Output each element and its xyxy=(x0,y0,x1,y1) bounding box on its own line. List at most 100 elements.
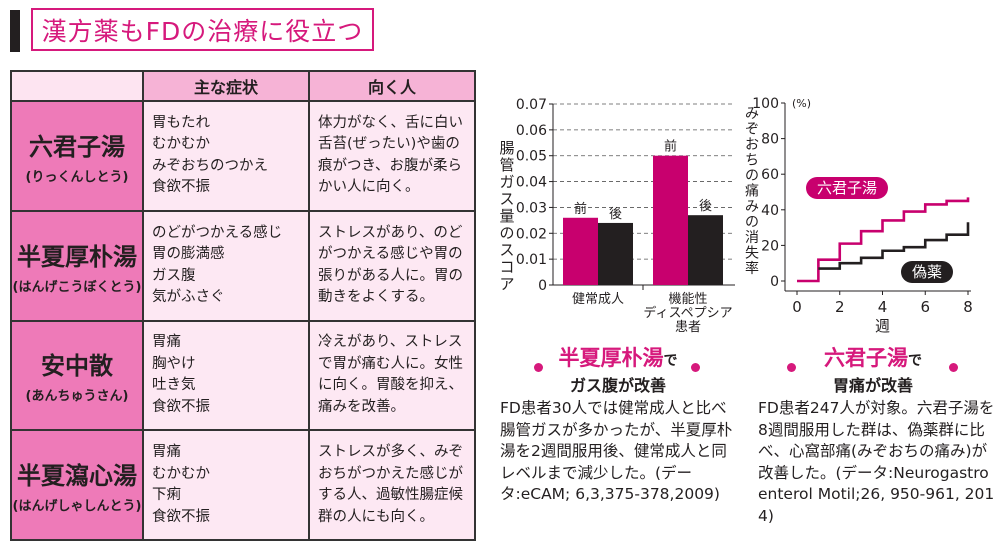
x-tick-label: 4 xyxy=(878,298,888,316)
y-axis-label-char: 率 xyxy=(745,260,759,277)
table-row: 半夏厚朴湯 (はんげこうぼくとう) のどがつかえる感じ 胃の膨満感 ガス腹 気がふ… xyxy=(10,209,476,322)
suited-cell: 冷えがあり、ストレスで胃が痛む人に。女性に向く。胃酸を抑え、痛みを改善。 xyxy=(308,319,476,432)
table-header-row: 主な症状 向く人 xyxy=(10,70,476,102)
y-unit-label: (%) xyxy=(792,97,811,110)
chart1-description: FD患者30人では健常成人と比べ腸管ガスが多かったが、半夏厚朴湯を2週間服用後、… xyxy=(500,399,733,503)
y-axis-label-char: 腸 xyxy=(499,139,514,157)
y-axis-label-char: ア xyxy=(499,275,514,293)
table-row: 安中散 (あんちゅうさん) 胃痛 胸やけ 吐き気 食欲不振 冷えがあり、ストレスで… xyxy=(10,319,476,432)
chart2-heading: 六君子湯で 胃痛が改善 xyxy=(798,342,948,396)
y-axis-label-char: の xyxy=(499,224,514,242)
y-tick-label: 0.04 xyxy=(516,175,547,191)
bar-前 xyxy=(653,155,688,285)
y-tick-label: 20 xyxy=(761,238,779,254)
y-tick-label: 0.02 xyxy=(516,226,547,242)
y-axis-label-char: お xyxy=(745,137,759,153)
y-tick-label: 80 xyxy=(761,132,779,148)
header-suited: 向く人 xyxy=(308,70,476,102)
y-axis-label-char: 消 xyxy=(745,230,759,246)
y-tick-label: 0.03 xyxy=(516,200,547,216)
bullet-dot xyxy=(787,363,796,372)
y-tick-label: 0.06 xyxy=(516,123,547,139)
chart1-heading-drug: 半夏厚朴湯 xyxy=(558,346,664,370)
step-line-偽薬 xyxy=(818,222,970,270)
x-tick-label: 8 xyxy=(963,298,973,316)
y-axis-label-char: ガ xyxy=(499,173,514,191)
kampo-table: 主な症状 向く人 六君子湯 (りっくんしとう) 胃もたれ むかむか みぞおちのつか… xyxy=(10,70,476,541)
x-tick-label: 6 xyxy=(920,298,930,316)
y-axis-label-char: ス xyxy=(499,190,514,208)
suited-cell: ストレスがあり、のどがつかえる感じや胃の張りがある人に。胃の動きをよくする。 xyxy=(308,209,476,322)
symptoms-cell: のどがつかえる感じ 胃の膨満感 ガス腹 気がふさぐ xyxy=(142,209,310,322)
x-axis-label: 週 xyxy=(875,317,890,335)
chart1-heading: 半夏厚朴湯で ガス腹が改善 xyxy=(545,342,691,396)
suited-cell: 体力がなく、舌に白い舌苔(ぜったい)や歯の痕がつき、お腹が柔らかい人に向く。 xyxy=(308,100,476,212)
legend-pill xyxy=(901,261,953,283)
drug-name: 半夏厚朴湯 xyxy=(17,242,137,271)
step-line-六君子湯 xyxy=(797,197,970,283)
drug-name: 六君子湯 xyxy=(29,132,125,161)
bar-後 xyxy=(688,215,723,285)
bar-後 xyxy=(598,222,633,285)
x-category-label: ディスペプシア xyxy=(643,305,732,321)
y-axis-label-char: ス xyxy=(499,241,514,259)
drug-reading: (はんげしゃしんとう) xyxy=(12,499,142,515)
y-tick-label: 0.05 xyxy=(516,149,547,165)
chart2-heading-effect: 胃痛が改善 xyxy=(832,376,913,395)
drug-name: 安中散 xyxy=(41,352,113,381)
x-tick-label: 2 xyxy=(835,298,845,316)
y-axis-label-char: の xyxy=(745,168,759,184)
symptoms-cell: 胃痛 胸やけ 吐き気 食欲不振 xyxy=(142,319,310,432)
page-title: 漢方薬もFDの治療に役立つ xyxy=(31,8,374,51)
bullet-dot xyxy=(949,363,958,372)
table-row: 半夏瀉心湯 (はんげしゃしんとう) 胃痛 むかむか 下痢 食欲不振 ストレスが多く… xyxy=(10,429,476,541)
header-symptoms: 主な症状 xyxy=(142,70,310,102)
chart2-heading-drug: 六君子湯 xyxy=(824,346,908,370)
drug-cell: 安中散 (あんちゅうさん) xyxy=(10,319,144,432)
y-tick-label: 0 xyxy=(770,274,779,290)
y-tick-label: 40 xyxy=(761,203,779,219)
drug-reading: (りっくんしとう) xyxy=(25,169,129,185)
symptoms-cell: 胃痛 むかむか 下痢 食欲不振 xyxy=(142,429,310,541)
y-axis-label-char: ち xyxy=(745,153,759,169)
bar-label: 前 xyxy=(574,201,587,217)
bar-label: 後 xyxy=(609,207,622,222)
chart2-heading-particle: で xyxy=(908,353,922,369)
y-tick-label: 0.07 xyxy=(516,97,547,113)
y-axis-label-char: 失 xyxy=(745,246,759,262)
legend-label: 六君子湯 xyxy=(817,179,877,197)
y-axis-label-char: の xyxy=(745,215,759,231)
bullet-dot xyxy=(691,363,700,372)
y-axis-label-char: み xyxy=(745,199,759,215)
x-category-label: 患者 xyxy=(675,320,701,335)
bullet-dot xyxy=(534,363,543,372)
symptoms-cell: 胃もたれ むかむか みぞおちのつかえ 食欲不振 xyxy=(142,100,310,212)
drug-reading: (あんちゅうさん) xyxy=(25,389,129,405)
drug-cell: 六君子湯 (りっくんしとう) xyxy=(10,100,144,212)
y-axis-label-char: ぞ xyxy=(745,122,759,138)
y-axis-label-char: 量 xyxy=(499,207,514,225)
drug-reading: (はんげこうぼくとう) xyxy=(12,279,142,295)
bar-前 xyxy=(563,217,598,285)
x-category-label: 機能性 xyxy=(668,292,707,307)
header-blank xyxy=(10,70,144,102)
y-tick-label: 100 xyxy=(752,96,779,112)
x-category-label: 健常成人 xyxy=(572,292,624,307)
bar-label: 前 xyxy=(664,139,677,155)
y-axis-label-char: み xyxy=(745,106,759,122)
drug-cell: 半夏瀉心湯 (はんげしゃしんとう) xyxy=(10,429,144,541)
legend-pill xyxy=(806,177,888,199)
chart1-heading-effect: ガス腹が改善 xyxy=(569,376,666,395)
suited-cell: ストレスが多く、みぞおちがつかえた感じがする人、過敏性腸症候群の人にも向く。 xyxy=(308,429,476,541)
bar-label: 後 xyxy=(699,199,712,214)
table-row: 六君子湯 (りっくんしとう) 胃もたれ むかむか みぞおちのつかえ 食欲不振 体力… xyxy=(10,100,476,212)
y-axis-label-char: 痛 xyxy=(745,183,759,200)
y-tick-label: 0.01 xyxy=(516,252,547,268)
chart1-heading-particle: で xyxy=(663,353,678,369)
title-accent-bar xyxy=(10,10,20,52)
y-tick-label: 0 xyxy=(538,278,547,294)
y-axis-label-char: 管 xyxy=(499,156,514,174)
x-tick-label: 0 xyxy=(792,298,802,316)
chart2-description: FD患者247人が対象。六君子湯を8週間服用した群は、偽薬群に比べ、心窩部痛(み… xyxy=(758,399,995,525)
